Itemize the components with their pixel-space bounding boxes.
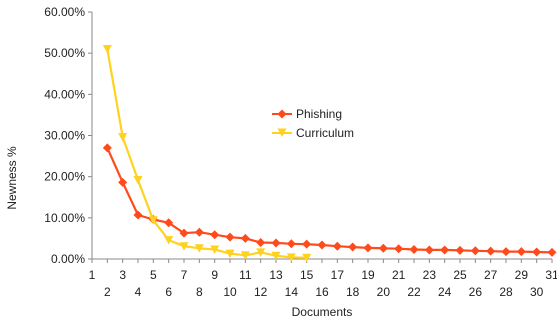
series-curriculum [102, 45, 312, 263]
data-point-curriculum [286, 253, 296, 262]
data-point-phishing [133, 210, 143, 220]
data-point-curriculum [102, 45, 112, 54]
x-tick-label: 25 [453, 268, 467, 282]
x-tick-label: 27 [484, 268, 498, 282]
x-tick-label: 8 [196, 285, 203, 299]
x-tick-label: 4 [135, 285, 142, 299]
x-axis-tick-labels: 1234567891011121314151617181920212223242… [89, 268, 557, 299]
data-point-phishing [164, 218, 174, 228]
data-point-curriculum [225, 249, 235, 259]
data-point-phishing [409, 245, 419, 255]
data-point-phishing [440, 245, 450, 255]
x-tick-label: 15 [300, 268, 314, 282]
x-tick-label: 30 [530, 285, 544, 299]
data-point-curriculum [271, 251, 281, 261]
series-line-phishing [106, 147, 553, 254]
data-point-curriculum [179, 242, 189, 251]
data-point-curriculum [133, 175, 143, 185]
x-tick-label: 13 [269, 268, 283, 282]
x-tick-label: 29 [515, 268, 529, 282]
data-point-phishing [532, 247, 542, 257]
legend-marker-curriculum [277, 128, 287, 137]
x-tick-label: 5 [150, 268, 157, 282]
data-point-phishing [332, 241, 342, 251]
data-point-curriculum [148, 216, 158, 225]
data-point-phishing [225, 232, 235, 242]
legend-marker-phishing [277, 109, 287, 119]
x-tick-label: 24 [438, 285, 452, 299]
data-point-phishing [256, 238, 266, 248]
x-tick-label: 20 [377, 285, 391, 299]
x-tick-label: 18 [346, 285, 360, 299]
legend: Phishing Curriculum [272, 107, 354, 140]
x-tick-label: 2 [104, 285, 111, 299]
x-tick-label: 1 [89, 268, 96, 282]
data-point-phishing [286, 239, 296, 249]
series-line-curriculum [106, 48, 307, 259]
data-point-phishing [240, 233, 250, 243]
y-axis-tick-labels: 0.00% 10.00% 20.00% 30.00% 40.00% 50.00% 60.00… [44, 5, 85, 266]
x-tick-label: 26 [469, 285, 483, 299]
y-tick-label: 60.00% [44, 5, 85, 19]
data-point-phishing [194, 227, 204, 237]
x-tick-label: 19 [361, 268, 375, 282]
data-point-phishing [501, 247, 511, 257]
y-axis-label: Newness % [5, 146, 19, 210]
x-axis-label: Documents [292, 305, 353, 319]
data-point-curriculum [210, 245, 220, 255]
x-tick-label: 7 [181, 268, 188, 282]
data-point-phishing [210, 230, 220, 240]
y-tick-label: 30.00% [44, 129, 85, 143]
y-tick-label: 50.00% [44, 46, 85, 60]
x-tick-label: 12 [254, 285, 268, 299]
data-point-phishing [470, 246, 480, 256]
data-point-curriculum [240, 251, 250, 260]
data-point-curriculum [256, 248, 266, 257]
data-point-phishing [302, 239, 312, 249]
data-point-curriculum [164, 236, 174, 245]
data-point-phishing [486, 246, 496, 256]
data-point-phishing [394, 244, 404, 254]
x-tick-label: 22 [407, 285, 421, 299]
data-point-curriculum [118, 133, 128, 142]
x-tick-label: 3 [119, 268, 126, 282]
x-tick-label: 31 [545, 268, 557, 282]
y-tick-label: 20.00% [44, 170, 85, 184]
data-point-phishing [424, 245, 434, 255]
x-tick-label: 6 [165, 285, 172, 299]
legend-label-curriculum: Curriculum [296, 126, 354, 140]
x-tick-label: 16 [315, 285, 329, 299]
data-point-phishing [348, 242, 358, 252]
x-tick-label: 28 [499, 285, 513, 299]
data-point-phishing [455, 245, 465, 255]
data-point-phishing [378, 243, 388, 253]
y-tick-label: 40.00% [44, 87, 85, 101]
x-tick-label: 9 [211, 268, 218, 282]
data-point-phishing [516, 247, 526, 257]
legend-label-phishing: Phishing [296, 107, 342, 121]
axes [88, 11, 553, 263]
data-point-curriculum [194, 244, 204, 253]
data-point-phishing [179, 228, 189, 238]
data-point-curriculum [302, 253, 312, 263]
data-point-phishing [271, 238, 281, 248]
y-tick-label: 10.00% [44, 211, 85, 225]
x-tick-label: 14 [285, 285, 299, 299]
x-tick-label: 10 [223, 285, 237, 299]
data-point-phishing [102, 143, 112, 153]
x-tick-label: 11 [239, 268, 252, 282]
x-tick-label: 23 [423, 268, 437, 282]
y-tick-label: 0.00% [51, 252, 85, 266]
data-point-phishing [317, 240, 327, 250]
data-point-phishing [547, 247, 557, 257]
data-point-phishing [363, 243, 373, 253]
x-tick-label: 17 [331, 268, 345, 282]
data-point-phishing [118, 177, 128, 187]
x-tick-label: 21 [392, 268, 406, 282]
series-layer [102, 45, 557, 263]
